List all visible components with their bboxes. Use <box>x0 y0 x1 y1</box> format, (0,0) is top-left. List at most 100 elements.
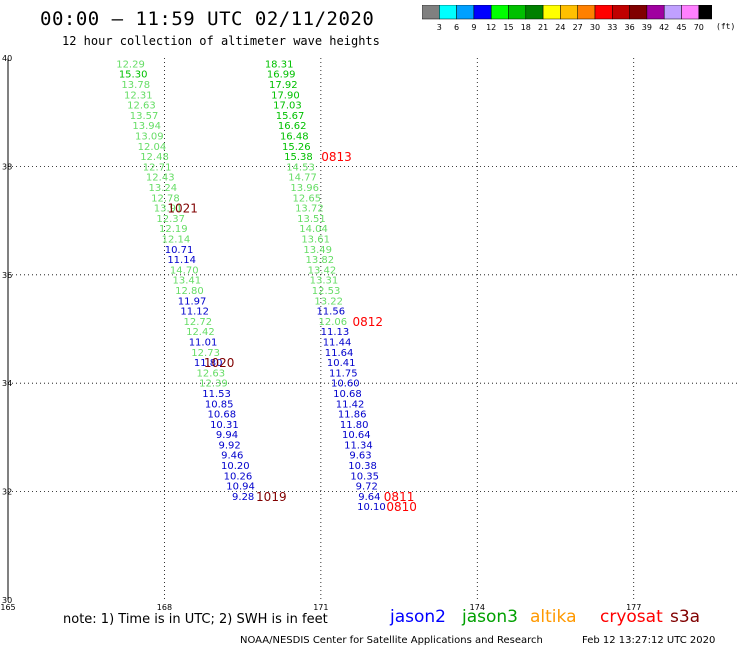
wave-height-value: 12.72 <box>183 317 212 328</box>
wave-height-value: 12.43 <box>146 173 175 184</box>
time-label: 0810 <box>386 500 417 514</box>
time-label: 1021 <box>167 202 198 216</box>
wave-height-value: 14.04 <box>299 224 328 235</box>
wave-height-value: 15.38 <box>284 152 313 163</box>
wave-height-value: 11.53 <box>202 389 231 400</box>
satellite-label-cryosat: cryosat <box>600 607 663 627</box>
wave-height-value: 13.09 <box>135 132 164 143</box>
x-tick-label: 165 <box>0 603 15 612</box>
wave-height-value: 11.80 <box>340 420 369 431</box>
wave-height-value: 10.64 <box>342 430 371 441</box>
wave-height-value: 13.24 <box>149 183 178 194</box>
wave-height-value: 15.30 <box>119 70 148 81</box>
color-scale-label: 39 <box>642 23 652 32</box>
wave-height-value: 9.63 <box>349 451 371 462</box>
color-scale-label: 36 <box>625 23 635 32</box>
satellite-label-altika: altika <box>530 607 577 627</box>
time-label: 0812 <box>353 315 384 329</box>
wave-height-value: 15.67 <box>276 111 305 122</box>
color-scale-label: 30 <box>590 23 600 32</box>
y-tick-label: 34 <box>2 379 12 388</box>
wave-height-value: 11.97 <box>178 296 207 307</box>
wave-height-value: 12.48 <box>140 152 169 163</box>
color-scale-legend: 3 6 9 12 15 18 21 24 27 30 33 36 39 42 45 70 <box>422 5 712 32</box>
wave-height-value: 11.86 <box>338 410 367 421</box>
wave-height-value: 18.31 <box>265 59 294 70</box>
wave-height-value: 9.46 <box>221 451 243 462</box>
wave-height-value: 10.60 <box>331 379 360 390</box>
wave-height-value: 12.19 <box>159 224 188 235</box>
wave-height-value: 12.80 <box>175 286 204 297</box>
wave-height-value: 9.72 <box>356 482 378 493</box>
wave-height-value: 13.49 <box>303 245 332 256</box>
wave-height-value: 9.92 <box>218 440 240 451</box>
satellite-label-jason2: jason2 <box>390 607 446 627</box>
color-scale-unit: (ft) <box>716 22 736 31</box>
wave-height-value: 17.90 <box>271 90 300 101</box>
wave-height-value: 12.53 <box>312 286 341 297</box>
wave-height-value: 10.68 <box>333 389 362 400</box>
wave-height-value: 12.06 <box>319 317 348 328</box>
wave-height-value: 13.91 <box>154 204 183 215</box>
wave-height-value: 10.71 <box>165 245 194 256</box>
wave-height-value: 13.96 <box>290 183 319 194</box>
color-scale-label: 6 <box>454 23 459 32</box>
wave-height-value: 9.64 <box>358 492 380 503</box>
wave-height-value: 13.42 <box>308 265 337 276</box>
wave-height-chart: 165 168 171 174 17730323436384012.2915.3013.… <box>0 54 738 612</box>
color-scale-label: 18 <box>521 23 531 32</box>
wave-height-value: 11.34 <box>344 440 373 451</box>
wave-height-value: 12.71 <box>143 162 172 173</box>
wave-height-value: 9.28 <box>232 492 254 503</box>
wave-height-value: 9.94 <box>216 430 238 441</box>
wave-height-value: 10.35 <box>350 471 379 482</box>
color-scale-label: 9 <box>471 23 476 32</box>
wave-height-value: 13.51 <box>297 214 326 225</box>
wave-height-value: 13.41 <box>173 276 202 287</box>
wave-height-value: 10.26 <box>224 471 253 482</box>
wave-height-value: 11.64 <box>325 348 354 359</box>
wave-height-value: 10.94 <box>226 482 255 493</box>
x-tick-label: 168 <box>157 603 172 612</box>
wave-height-value: 12.37 <box>156 214 185 225</box>
wave-height-value: 13.61 <box>301 234 330 245</box>
satellite-label-s3a: s3a <box>670 607 701 627</box>
wave-height-value: 13.31 <box>310 276 339 287</box>
wave-height-value: 11.56 <box>316 307 345 318</box>
time-label: 1020 <box>204 356 235 370</box>
color-scale-label: 42 <box>659 23 669 32</box>
wave-height-value: 14.70 <box>170 265 199 276</box>
wave-height-value: 10.31 <box>210 420 239 431</box>
wave-height-value: 16.48 <box>280 132 309 143</box>
wave-height-value: 12.78 <box>151 193 180 204</box>
wave-height-value: 17.03 <box>273 101 302 112</box>
y-tick-label: 36 <box>2 271 12 280</box>
page-title: 00:00 – 11:59 UTC 02/11/2020 <box>40 8 375 30</box>
wave-height-value: 10.38 <box>348 461 377 472</box>
wave-height-value: 11.42 <box>336 399 365 410</box>
color-scale-label: 21 <box>538 23 548 32</box>
color-scale-label: 12 <box>486 23 496 32</box>
color-scale-label: 27 <box>573 23 583 32</box>
y-tick-label: 30 <box>2 596 12 605</box>
wave-height-value: 12.42 <box>186 327 215 338</box>
wave-height-value: 12.39 <box>199 379 228 390</box>
footer-timestamp: Feb 12 13:27:12 UTC 2020 <box>582 635 716 646</box>
wave-height-value: 11.44 <box>323 337 352 348</box>
wave-height-value: 11.14 <box>167 255 196 266</box>
time-label: 0811 <box>384 490 415 504</box>
wave-height-value: 10.41 <box>327 358 356 369</box>
satellite-label-jason3: jason3 <box>462 607 518 627</box>
time-label: 0813 <box>321 150 352 164</box>
wave-height-value: 13.94 <box>132 121 161 132</box>
y-tick-label: 38 <box>2 162 12 171</box>
wave-height-value: 12.63 <box>127 101 156 112</box>
color-scale-label: 24 <box>555 23 565 32</box>
wave-height-value: 14.77 <box>288 173 317 184</box>
wave-height-value: 10.20 <box>221 461 250 472</box>
x-tick-label: 171 <box>313 603 328 612</box>
wave-height-value: 12.14 <box>162 234 191 245</box>
color-scale-label: 45 <box>676 23 686 32</box>
wave-height-value: 11.75 <box>329 368 358 379</box>
x-tick-label: 177 <box>626 603 641 612</box>
